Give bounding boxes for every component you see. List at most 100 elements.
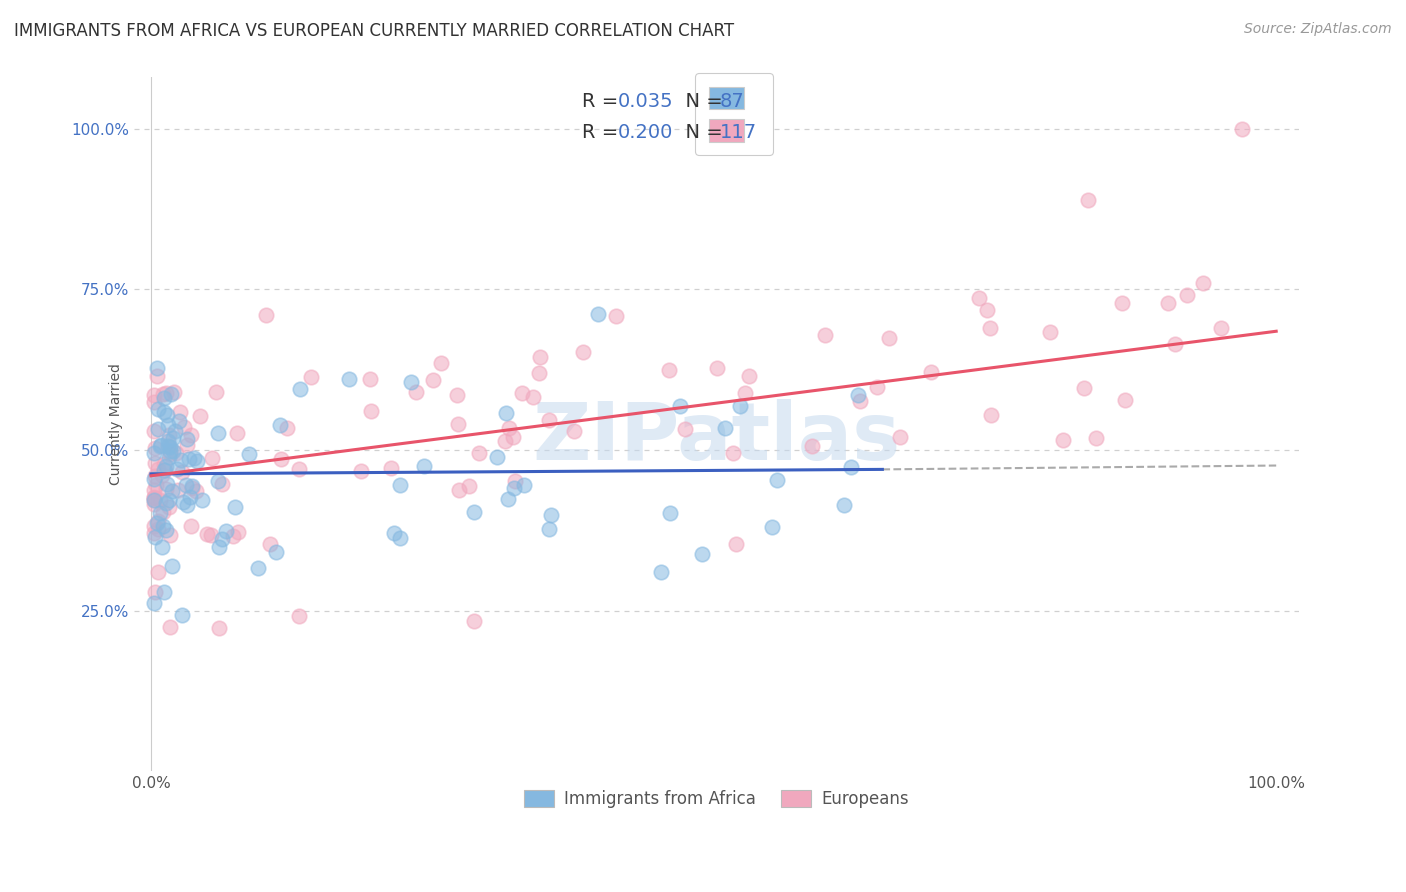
Point [668, 399, 690, 413]
Point [846, 387, 869, 401]
Point [153, 462, 176, 476]
Point [148, 402, 170, 417]
Point [389, 531, 412, 545]
Text: N =: N = [673, 92, 730, 112]
Point [148, 523, 170, 537]
Point [159, 444, 181, 458]
Point [211, 476, 233, 491]
Point [143, 491, 166, 506]
Point [1157, 296, 1180, 310]
Point [163, 384, 186, 399]
Point [502, 430, 524, 444]
Point [382, 526, 405, 541]
Point [512, 477, 534, 491]
Point [159, 528, 181, 542]
Point [156, 439, 179, 453]
Point [299, 369, 322, 384]
Point [145, 441, 167, 455]
Point [159, 427, 181, 442]
Point [145, 478, 167, 492]
Point [359, 372, 381, 386]
Point [976, 302, 998, 317]
Point [143, 530, 166, 544]
Point [238, 447, 260, 461]
Text: 0.200: 0.200 [617, 123, 673, 143]
Point [143, 519, 166, 533]
Point [166, 461, 188, 475]
Point [350, 464, 373, 478]
Point [162, 444, 184, 458]
Point [152, 387, 174, 401]
Point [562, 424, 585, 438]
Point [207, 425, 229, 440]
Text: IMMIGRANTS FROM AFRICA VS EUROPEAN CURRENTLY MARRIED CORRELATION CHART: IMMIGRANTS FROM AFRICA VS EUROPEAN CURRE… [14, 22, 734, 40]
Point [205, 385, 228, 400]
Point [800, 439, 823, 453]
Point [1209, 321, 1232, 335]
Point [380, 461, 402, 475]
Point [157, 500, 180, 514]
Text: ZIPatlas: ZIPatlas [533, 400, 900, 477]
Text: 117: 117 [720, 123, 756, 143]
Point [143, 596, 166, 610]
Text: R =: R = [582, 123, 626, 143]
Point [1164, 337, 1187, 351]
Point [173, 420, 195, 434]
Point [152, 505, 174, 519]
Point [1232, 121, 1254, 136]
Point [1073, 381, 1095, 395]
Point [153, 463, 176, 477]
Point [155, 482, 177, 496]
Point [226, 524, 249, 539]
Point [180, 481, 202, 495]
Point [166, 483, 188, 498]
Point [143, 525, 166, 540]
Point [571, 344, 593, 359]
Text: Source: ZipAtlas.com: Source: ZipAtlas.com [1244, 22, 1392, 37]
Point [877, 331, 900, 345]
Point [148, 514, 170, 528]
Point [832, 498, 855, 512]
Point [155, 458, 177, 473]
Point [157, 493, 180, 508]
Point [690, 547, 713, 561]
Point [447, 483, 470, 497]
Point [254, 308, 277, 322]
Point [1111, 296, 1133, 310]
Point [866, 379, 889, 393]
Point [155, 385, 177, 400]
Point [222, 529, 245, 543]
Point [215, 524, 238, 539]
Point [849, 393, 872, 408]
Point [463, 614, 485, 628]
Y-axis label: Currently Married: Currently Married [110, 363, 122, 485]
Point [839, 460, 862, 475]
Point [160, 559, 183, 574]
Point [1192, 276, 1215, 290]
Point [149, 506, 172, 520]
Point [725, 537, 748, 551]
Point [276, 421, 298, 435]
Point [446, 388, 468, 402]
Point [152, 519, 174, 533]
Point [259, 537, 281, 551]
Point [540, 508, 562, 522]
Point [143, 490, 166, 504]
Point [889, 430, 911, 444]
Point [730, 399, 752, 413]
Point [150, 540, 173, 554]
Point [160, 484, 183, 499]
Point [153, 404, 176, 418]
Point [153, 457, 176, 471]
Point [814, 327, 837, 342]
Point [176, 498, 198, 512]
Point [207, 474, 229, 488]
Point [156, 476, 179, 491]
Point [146, 422, 169, 436]
Point [159, 386, 181, 401]
Point [172, 495, 194, 509]
Point [179, 490, 201, 504]
Point [498, 421, 520, 435]
Point [149, 492, 172, 507]
Point [659, 506, 682, 520]
